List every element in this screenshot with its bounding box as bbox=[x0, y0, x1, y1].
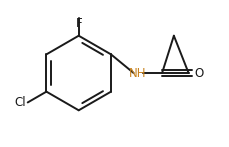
Text: Cl: Cl bbox=[14, 96, 26, 109]
Text: F: F bbox=[75, 17, 82, 30]
Text: O: O bbox=[194, 66, 203, 80]
Text: NH: NH bbox=[128, 66, 146, 80]
